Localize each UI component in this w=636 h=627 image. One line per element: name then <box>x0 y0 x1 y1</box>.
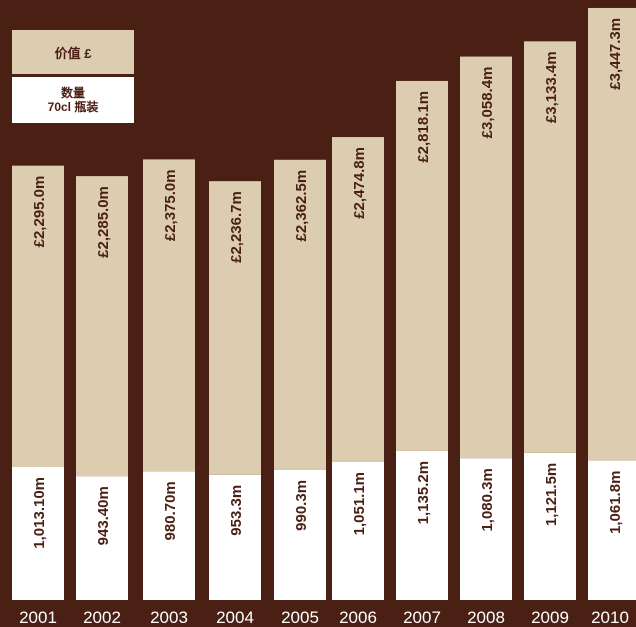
bar-value-2009 <box>524 41 576 453</box>
value-label-2006: £2,474.8m <box>351 147 368 219</box>
volume-label-2003: 980.70m <box>162 481 179 540</box>
bar-value-2002 <box>76 176 128 477</box>
year-label-2002: 2002 <box>83 608 121 627</box>
bar-value-2004 <box>209 181 261 475</box>
bar-volume-2010 <box>588 460 636 600</box>
value-label-2009: £3,133.4m <box>543 51 560 123</box>
bar-value-2005 <box>274 159 326 470</box>
bar-volume-2006 <box>332 461 384 600</box>
volume-label-2008: 1,080.3m <box>479 468 496 531</box>
year-label-2006: 2006 <box>339 608 377 627</box>
bar-volume-2009 <box>524 452 576 600</box>
bar-value-2008 <box>460 56 512 459</box>
year-label-2004: 2004 <box>216 608 254 627</box>
legend-volume-swatch: 数量 70cl 瓶装 <box>12 77 134 123</box>
year-label-2005: 2005 <box>281 608 319 627</box>
year-label-2008: 2008 <box>467 608 505 627</box>
value-label-2005: £2,362.5m <box>293 170 310 242</box>
value-label-2008: £3,058.4m <box>479 67 496 139</box>
bar-volume-2004 <box>209 474 261 600</box>
bar-value-2001 <box>12 165 64 467</box>
bar-volume-2001 <box>12 466 64 600</box>
year-label-2003: 2003 <box>150 608 188 627</box>
volume-label-2001: 1,013.10m <box>31 477 48 549</box>
volume-label-2006: 1,051.1m <box>351 472 368 535</box>
year-label-2010: 2010 <box>591 608 629 627</box>
volume-label-2010: 1,061.8m <box>607 471 624 534</box>
bar-volume-2007 <box>396 450 448 600</box>
volume-label-2005: 990.3m <box>293 480 310 531</box>
value-label-2004: £2,236.7m <box>228 191 245 263</box>
bar-volume-2008 <box>460 458 512 600</box>
legend-volume-label-line1: 数量 <box>60 86 85 100</box>
value-label-2003: £2,375.0m <box>162 169 179 241</box>
legend-volume-label-line2: 70cl 瓶装 <box>47 100 99 114</box>
legend-value-label: 价值 £ <box>54 45 92 61</box>
bar-volume-2005 <box>274 469 326 600</box>
volume-label-2007: 1,135.2m <box>415 461 432 524</box>
bar-value-2007 <box>396 80 448 451</box>
year-label-2007: 2007 <box>403 608 441 627</box>
volume-label-2009: 1,121.5m <box>543 463 560 526</box>
legend-value-swatch: 价值 £ <box>12 30 134 74</box>
bar-value-2006 <box>332 137 384 462</box>
bar-volume-2003 <box>143 471 195 600</box>
bar-value-2003 <box>143 159 195 472</box>
value-label-2010: £3,447.3m <box>607 18 624 90</box>
bar-volume-2002 <box>76 476 128 600</box>
value-label-2001: £2,295.0m <box>31 176 48 248</box>
value-label-2007: £2,818.1m <box>415 91 432 163</box>
year-label-2009: 2009 <box>531 608 569 627</box>
volume-label-2002: 943.40m <box>95 486 112 545</box>
bar-value-2010 <box>588 7 636 461</box>
volume-label-2004: 953.3m <box>228 485 245 536</box>
value-label-2002: £2,285.0m <box>95 186 112 258</box>
year-label-2001: 2001 <box>19 608 57 627</box>
